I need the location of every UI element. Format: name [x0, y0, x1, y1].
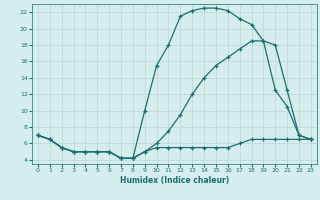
- X-axis label: Humidex (Indice chaleur): Humidex (Indice chaleur): [120, 176, 229, 185]
